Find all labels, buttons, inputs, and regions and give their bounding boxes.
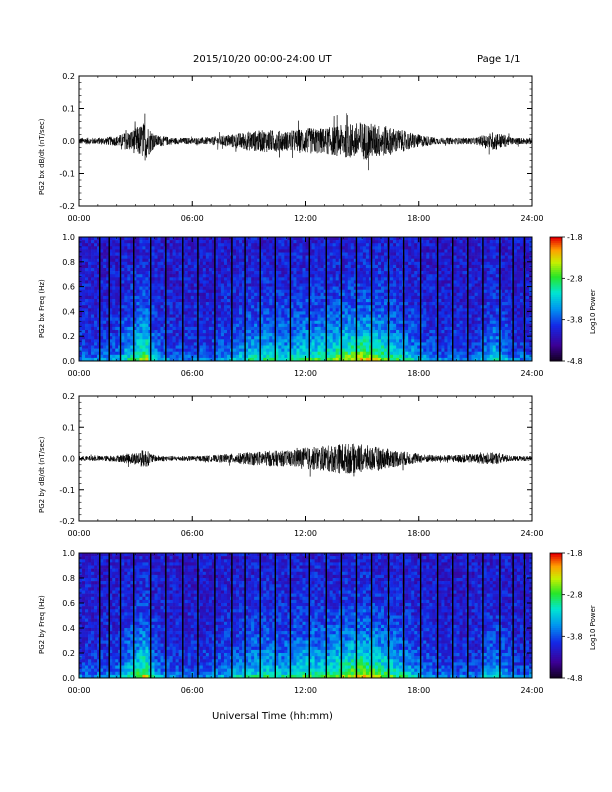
y-tick-label: -0.1 — [59, 486, 75, 495]
x-tick-label: 24:00 — [520, 529, 543, 538]
colorbar-tick-label: -3.8 — [567, 316, 583, 325]
panel2-xticks: 00:00 06:00 12:00 18:00 24:00 — [67, 237, 544, 378]
colorbar-frame — [549, 236, 563, 362]
panel3-series-line — [78, 443, 533, 477]
panel3-yticks: 0.2 0.1 0.0 -0.1 -0.2 — [59, 392, 532, 526]
x-tick-label: 06:00 — [181, 214, 204, 223]
y-tick-label: 0.2 — [62, 649, 75, 658]
y-tick-label: 0.2 — [62, 332, 75, 341]
x-tick-label: 24:00 — [520, 686, 543, 695]
y-tick-label: -0.2 — [59, 517, 75, 526]
x-tick-label: 00:00 — [67, 214, 90, 223]
y-tick-label: 1.0 — [62, 233, 75, 242]
y-tick-label: 0.8 — [62, 258, 75, 267]
panel2-colorbar: -1.8 -2.8 -3.8 -4.8 — [549, 233, 583, 366]
panel3-xticks: 00:00 06:00 12:00 18:00 24:00 — [67, 396, 544, 538]
panel4-spectrogram-cells — [79, 553, 533, 679]
colorbar-frame — [549, 552, 563, 679]
y-tick-label: 0.0 — [62, 357, 75, 366]
panel1-series-line — [78, 113, 533, 171]
page-title: 2015/10/20 00:00-24:00 UT — [193, 54, 332, 65]
x-tick-label: 00:00 — [67, 369, 90, 378]
colorbar-tick-label: -4.8 — [567, 674, 583, 683]
y-tick-label: 0.6 — [62, 599, 75, 608]
x-tick-label: 24:00 — [520, 369, 543, 378]
panel4-yticks: 1.0 0.8 0.6 0.4 0.2 0.0 — [62, 549, 532, 683]
page-number: Page 1/1 — [477, 54, 521, 65]
panel1-xticks: 00:00 06:00 12:00 18:00 24:00 — [67, 76, 544, 223]
x-tick-label: 06:00 — [181, 369, 204, 378]
colorbar-tick-label: -4.8 — [567, 357, 583, 366]
y-tick-label: 0.8 — [62, 574, 75, 583]
panel1-yticks: 0.2 0.1 0.0 -0.1 -0.2 — [59, 72, 532, 211]
y-tick-label: 0.1 — [62, 423, 75, 432]
y-tick-label: 0.1 — [62, 105, 75, 114]
panel2-yticks: 1.0 0.8 0.6 0.4 0.2 0.0 — [62, 233, 532, 366]
x-tick-label: 18:00 — [407, 369, 430, 378]
y-tick-label: 0.4 — [62, 307, 75, 316]
x-tick-label: 12:00 — [294, 529, 317, 538]
y-tick-label: 0.0 — [62, 137, 75, 146]
colorbar-tick-label: -2.8 — [567, 274, 583, 283]
x-axis-title: Universal Time (hh:mm) — [212, 711, 333, 722]
y-tick-label: 0.2 — [62, 72, 75, 81]
y-tick-label: 0.0 — [62, 674, 75, 683]
x-tick-label: 00:00 — [67, 686, 90, 695]
panel2-spectrogram-cells — [79, 237, 533, 362]
y-tick-label: 1.0 — [62, 549, 75, 558]
colorbar-tick-label: -2.8 — [567, 591, 583, 600]
x-tick-label: 18:00 — [407, 529, 430, 538]
x-tick-label: 18:00 — [407, 214, 430, 223]
x-tick-label: 06:00 — [181, 686, 204, 695]
x-tick-label: 24:00 — [520, 214, 543, 223]
y-tick-label: -0.1 — [59, 170, 75, 179]
panel4-xticks: 00:00 06:00 12:00 18:00 24:00 — [67, 553, 544, 695]
y-tick-label: 0.0 — [62, 455, 75, 464]
panel4-colorbar: -1.8 -2.8 -3.8 -4.8 — [549, 549, 583, 683]
x-tick-label: 12:00 — [294, 686, 317, 695]
x-tick-label: 12:00 — [294, 369, 317, 378]
x-tick-label: 12:00 — [294, 214, 317, 223]
x-tick-label: 18:00 — [407, 686, 430, 695]
y-tick-label: 0.2 — [62, 392, 75, 401]
y-tick-label: 0.6 — [62, 283, 75, 292]
x-tick-label: 00:00 — [67, 529, 90, 538]
colorbar-tick-label: -1.8 — [567, 549, 583, 558]
x-tick-label: 06:00 — [181, 529, 204, 538]
colorbar-tick-label: -1.8 — [567, 233, 583, 242]
y-tick-label: 0.4 — [62, 624, 75, 633]
colorbar-tick-label: -3.8 — [567, 632, 583, 641]
y-tick-label: -0.2 — [59, 202, 75, 211]
